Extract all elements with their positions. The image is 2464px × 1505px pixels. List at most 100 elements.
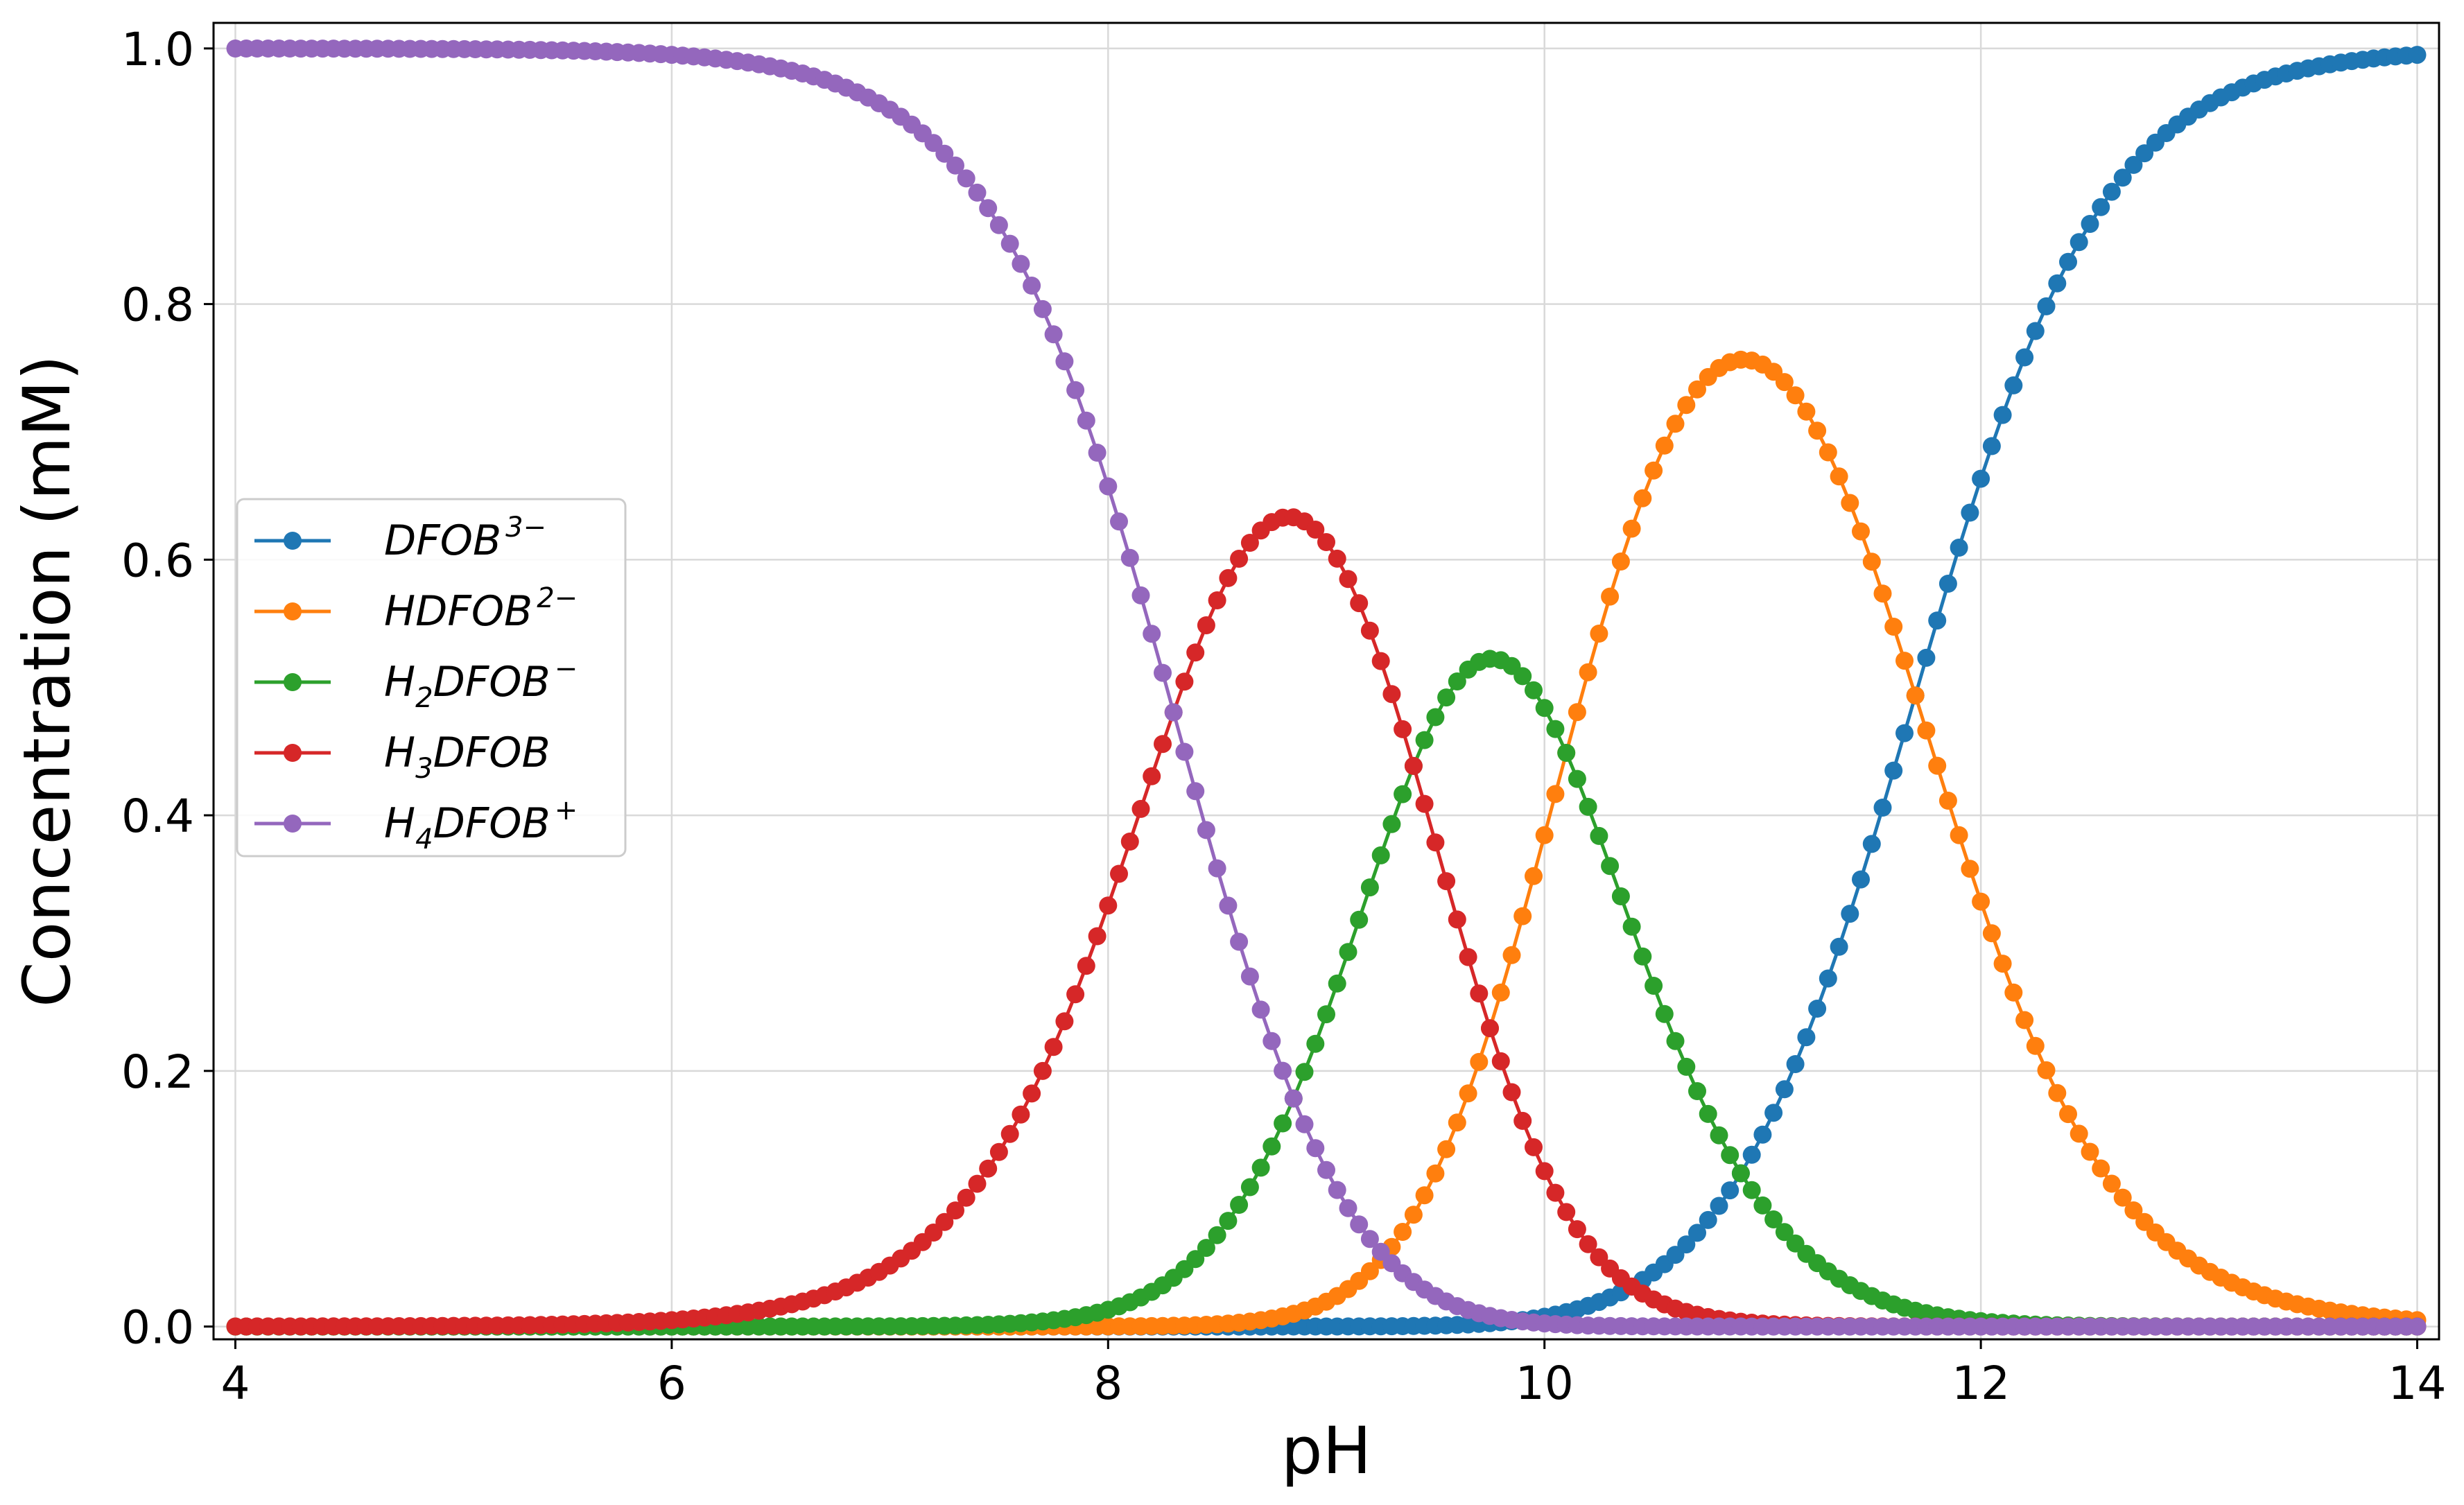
data-point [1055,352,1074,371]
data-point [1371,846,1390,864]
data-point [1023,277,1041,295]
data-point [1906,686,1925,705]
y-tick-label: 0.4 [121,790,194,843]
data-point [1699,1104,1717,1123]
data-point [1360,878,1379,897]
data-point [1012,1105,1030,1124]
data-point [1972,469,1990,488]
data-point [1666,415,1685,433]
data-point [946,1201,964,1220]
data-point [1710,1126,1728,1145]
data-point [1950,826,1968,844]
data-point [989,216,1008,234]
data-point [1394,785,1412,803]
data-point [1371,652,1390,670]
data-point [1982,437,2001,455]
data-point [1611,887,1630,905]
data-point [1786,1055,1805,1073]
data-point [1240,1178,1259,1197]
data-point [1491,983,1510,1002]
data-point [1175,742,1194,761]
legend-label-prefix: H [384,658,415,706]
data-point [1601,857,1620,876]
data-point [1306,521,1325,539]
axis-ticks: 4 6 8 10 12 14 0.0 0.2 0.4 0.6 0.8 1.0 [121,23,2446,1410]
data-point [1120,833,1139,851]
data-point [1295,1115,1314,1133]
data-point [1197,1239,1215,1258]
x-tick-label: 6 [657,1357,686,1410]
data-point [1426,1164,1445,1183]
data-point [1633,489,1652,507]
x-tick-label: 12 [1952,1357,2010,1410]
data-point [2059,1105,2077,1124]
data-point [2124,155,2143,174]
data-point [1219,568,1238,587]
legend-swatch-marker [284,532,302,550]
data-point [1404,756,1423,775]
data-point [1154,735,1172,754]
data-point [1928,611,1947,630]
data-point [1819,969,1837,988]
data-point [2102,182,2121,201]
data-point [1219,896,1238,915]
legend-label-name: DFOB [433,658,550,706]
data-point [1622,917,1641,936]
data-point [1895,652,1914,670]
data-point [2070,233,2088,252]
data-point [1688,380,1706,399]
data-point [1382,685,1401,704]
data-point [1317,1005,1335,1024]
data-point [2408,46,2427,64]
data-point [1360,1230,1379,1249]
data-point [1601,587,1620,606]
data-point [1535,1162,1554,1181]
data-point [957,1188,975,1207]
x-tick-label: 8 [1093,1357,1122,1410]
data-point [1502,946,1521,964]
data-point [1884,761,1903,780]
data-point [1415,731,1434,749]
data-point [1066,985,1085,1004]
legend-label-prefix: H [384,729,415,777]
data-point [1371,1242,1390,1261]
data-point [1830,937,1848,956]
legend-label: H2DFOB − [384,653,578,714]
data-point [946,156,964,175]
data-point [1525,681,1543,699]
legend-label-subscript: 2 [415,682,433,714]
data-point [1110,864,1128,883]
data-point [1481,1019,1499,1038]
data-point [1873,799,1892,817]
data-point [1699,1210,1717,1229]
data-point [935,1212,954,1231]
data-point [1415,1186,1434,1205]
data-point [1274,1061,1292,1080]
data-point [1579,1235,1597,1253]
data-point [1579,663,1597,681]
data-point [1655,436,1674,455]
data-point [1775,1223,1794,1242]
data-point [1120,548,1139,567]
data-point [1982,924,2001,943]
data-point [1284,1089,1303,1108]
data-point [1546,785,1565,803]
data-point [1797,402,1816,421]
data-point [1535,699,1554,717]
data-point [1852,522,1870,541]
legend-label-name: HDFOB [384,587,532,636]
data-point [1633,947,1652,966]
data-point [1240,534,1259,552]
data-point [1525,1138,1543,1156]
data-point [1306,1034,1325,1053]
x-tick-label: 14 [2388,1357,2447,1410]
data-point [1819,443,1837,462]
data-point [1513,907,1532,925]
data-point [1895,724,1914,742]
data-point [1394,1223,1412,1241]
data-point [1426,708,1445,727]
data-point [1023,1084,1041,1103]
data-point [1088,927,1107,946]
data-point [1961,860,1979,878]
legend-swatch-marker [284,673,302,691]
